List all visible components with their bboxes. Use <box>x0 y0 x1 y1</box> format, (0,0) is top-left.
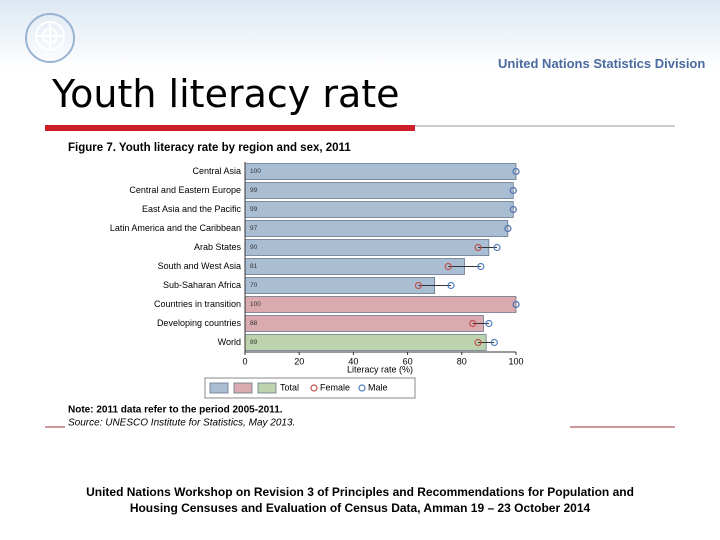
male-marker <box>477 262 485 271</box>
value-label: 99 <box>250 206 258 213</box>
note: Note: 2011 data refer to the period 2005… <box>68 405 283 416</box>
value-label: 100 <box>250 301 261 308</box>
slide-title: Youth literacy rate <box>52 72 400 116</box>
male-marker <box>493 243 501 252</box>
male-marker <box>512 167 520 176</box>
legend-label: Female <box>320 382 350 392</box>
x-tick-label: 20 <box>294 356 304 366</box>
legend-label: Total <box>280 382 299 392</box>
x-axis-label: Literacy rate (%) <box>347 364 413 374</box>
legend-label: Male <box>368 382 388 392</box>
male-marker <box>509 186 517 195</box>
y-tick-label: East Asia and the Pacific <box>142 204 242 214</box>
female-marker <box>469 319 477 328</box>
legend-swatch <box>233 382 253 394</box>
value-label: 89 <box>250 339 258 346</box>
male-marker <box>490 338 498 347</box>
legend-box <box>204 377 416 399</box>
bar <box>244 258 465 275</box>
value-label: 99 <box>250 187 258 194</box>
y-tick-label: Arab States <box>194 242 242 252</box>
value-label: 90 <box>250 244 258 251</box>
female-marker <box>474 243 482 252</box>
male-marker <box>512 300 520 309</box>
title-underline <box>45 125 415 131</box>
x-tick-label: 0 <box>242 356 247 366</box>
male-marker <box>504 224 512 233</box>
chart-title: Figure 7. Youth literacy rate by region … <box>68 142 351 154</box>
bar <box>244 220 509 237</box>
value-label: 81 <box>250 263 258 270</box>
value-label: 97 <box>250 225 258 232</box>
male-marker <box>485 319 493 328</box>
bar <box>244 182 514 199</box>
bar <box>244 277 436 294</box>
source: Source: UNESCO Institute for Statistics,… <box>68 418 295 429</box>
organization: United Nations Statistics Division <box>498 56 706 71</box>
x-tick-label: 40 <box>348 356 358 366</box>
x-tick-label: 60 <box>403 356 413 366</box>
x-tick-label: 80 <box>457 356 467 366</box>
value-label: 70 <box>250 282 258 289</box>
value-label: 100 <box>250 168 261 175</box>
y-tick-label: Central Asia <box>192 166 241 176</box>
bar <box>244 239 490 256</box>
un-logo <box>25 13 75 63</box>
footer: United Nations Workshop on Revision 3 of… <box>0 484 720 516</box>
y-tick-label: Developing countries <box>157 318 242 328</box>
y-tick-label: Latin America and the Caribbean <box>110 223 241 233</box>
y-tick-label: Central and Eastern Europe <box>129 185 241 195</box>
bar <box>244 296 517 313</box>
legend-swatch <box>257 382 277 394</box>
legend-marker <box>358 384 366 392</box>
footer-line: Housing Censuses and Evaluation of Censu… <box>129 501 591 515</box>
y-tick-label: Sub-Saharan Africa <box>163 280 241 290</box>
bar <box>244 163 517 180</box>
legend-marker <box>310 384 318 392</box>
bar <box>244 334 487 351</box>
y-tick-label: Countries in transition <box>154 299 241 309</box>
female-marker <box>474 338 482 347</box>
female-marker <box>444 262 452 271</box>
legend-swatch <box>209 382 229 394</box>
male-marker <box>447 281 455 290</box>
footer-line: United Nations Workshop on Revision 3 of… <box>86 485 634 499</box>
bar <box>244 315 484 332</box>
male-marker <box>509 205 517 214</box>
female-marker <box>414 281 423 290</box>
x-tick-label: 100 <box>508 356 523 366</box>
y-tick-label: South and West Asia <box>158 261 241 271</box>
bar <box>244 201 514 218</box>
y-tick-label: World <box>218 337 241 347</box>
value-label: 88 <box>250 320 258 327</box>
